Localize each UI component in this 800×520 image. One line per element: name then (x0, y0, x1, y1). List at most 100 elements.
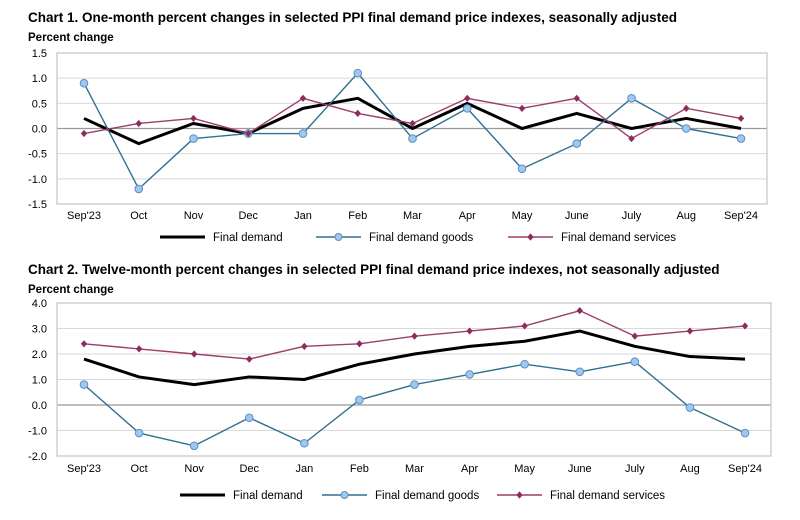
data-point-services (518, 104, 526, 112)
data-point-services (301, 342, 308, 350)
data-point-services (356, 340, 363, 348)
data-point-services (628, 134, 635, 143)
data-point-services (135, 345, 143, 353)
legend-item: Final demand (180, 490, 303, 502)
y-tick-label: -2.0 (28, 451, 47, 463)
x-tick-label: Oct (131, 463, 148, 475)
chart-title: Chart 2. Twelve-month percent changes in… (28, 262, 719, 277)
data-point-services (246, 355, 253, 363)
data-point-services (80, 340, 88, 348)
data-point-goods (300, 438, 309, 448)
x-tick-label: July (622, 210, 642, 222)
data-point-goods (740, 428, 750, 438)
data-point-services (464, 94, 471, 102)
x-tick-label: Feb (348, 210, 367, 222)
y-tick-label: 2.0 (32, 349, 47, 361)
y-tick-label: 0.0 (32, 124, 47, 136)
data-point-goods (298, 129, 308, 138)
data-point-goods (572, 139, 582, 148)
data-point-services (190, 350, 198, 358)
legend-label: Final demand services (550, 490, 665, 502)
legend-marker-circle (340, 491, 349, 499)
data-point-services (573, 94, 580, 102)
legend-label: Final demand goods (375, 490, 479, 502)
y-axis-label: Percent change (28, 32, 114, 44)
data-point-services (411, 332, 418, 340)
legend-label: Final demand (213, 232, 283, 244)
data-point-goods (134, 184, 144, 194)
data-point-goods (353, 68, 363, 78)
y-tick-label: 0.5 (32, 98, 47, 110)
legend-item: Final demand services (508, 232, 676, 244)
x-tick-label: Nov (184, 463, 204, 475)
legend-marker-diamond (527, 233, 534, 241)
data-point-goods (685, 403, 695, 412)
legend-label: Final demand goods (369, 232, 473, 244)
series-line-final-demand-goods (83, 72, 742, 190)
x-tick-label: Apr (459, 210, 476, 222)
data-point-goods (410, 380, 419, 389)
legend-item: Final demand services (497, 490, 665, 502)
chart-title: Chart 1. One-month percent changes in se… (28, 10, 677, 25)
x-tick-label: Dec (238, 210, 258, 222)
legend-marker-diamond (516, 491, 523, 499)
legend-item: Final demand goods (322, 490, 479, 502)
x-tick-label: Sep'23 (67, 463, 101, 475)
x-tick-label: Nov (184, 210, 204, 222)
x-tick-label: June (568, 463, 592, 475)
data-point-services (737, 114, 745, 123)
plot-area-border (56, 52, 768, 205)
data-point-services (631, 332, 639, 340)
data-point-goods (79, 78, 89, 88)
data-point-services (466, 327, 473, 335)
chart-2: Chart 2. Twelve-month percent changes in… (28, 262, 772, 502)
y-tick-label: -1.5 (28, 199, 47, 211)
x-tick-label: Mar (403, 210, 422, 222)
legend-item: Final demand goods (316, 232, 473, 244)
x-tick-label: Sep'24 (724, 210, 758, 222)
x-tick-label: Dec (239, 463, 259, 475)
x-tick-label: Aug (680, 463, 700, 475)
data-point-goods (189, 441, 199, 451)
data-point-goods (134, 428, 144, 438)
y-tick-label: 4.0 (32, 298, 47, 310)
y-tick-label: 1.0 (32, 375, 47, 387)
data-point-goods (681, 124, 691, 133)
chart-1: Chart 1. One-month percent changes in se… (28, 10, 768, 244)
legend-marker-circle (334, 233, 343, 241)
x-tick-label: Apr (461, 463, 478, 475)
data-point-services (135, 119, 142, 128)
x-tick-label: May (514, 463, 535, 475)
data-point-goods (575, 367, 585, 377)
x-tick-label: Oct (130, 210, 147, 222)
data-point-services (190, 114, 197, 123)
x-tick-label: Mar (405, 463, 424, 475)
y-tick-label: -1.0 (28, 174, 47, 186)
x-tick-label: Sep'24 (728, 463, 762, 475)
legend-label: Final demand services (561, 232, 676, 244)
series-line-final-demand (83, 329, 746, 387)
data-point-services (409, 119, 416, 128)
series-line-final-demand-goods (83, 360, 746, 447)
data-point-goods (408, 134, 417, 143)
data-point-services (354, 109, 361, 117)
x-tick-label: Jan (294, 210, 312, 222)
y-tick-label: 1.0 (32, 73, 47, 85)
data-point-services (576, 307, 583, 315)
series-line-final-demand (83, 96, 742, 146)
data-point-services (741, 322, 749, 330)
plot-area-border (56, 302, 772, 457)
data-point-goods (517, 164, 527, 174)
x-tick-label: Feb (350, 463, 369, 475)
data-point-goods (189, 134, 198, 143)
legend-label: Final demand (233, 490, 303, 502)
data-point-services (245, 129, 252, 138)
x-tick-label: Aug (676, 210, 696, 222)
data-point-goods (244, 413, 254, 423)
x-tick-label: May (512, 210, 533, 222)
y-tick-label: 1.5 (32, 48, 47, 60)
x-tick-label: Jan (295, 463, 313, 475)
data-point-services (80, 129, 88, 138)
data-point-services (299, 94, 307, 102)
